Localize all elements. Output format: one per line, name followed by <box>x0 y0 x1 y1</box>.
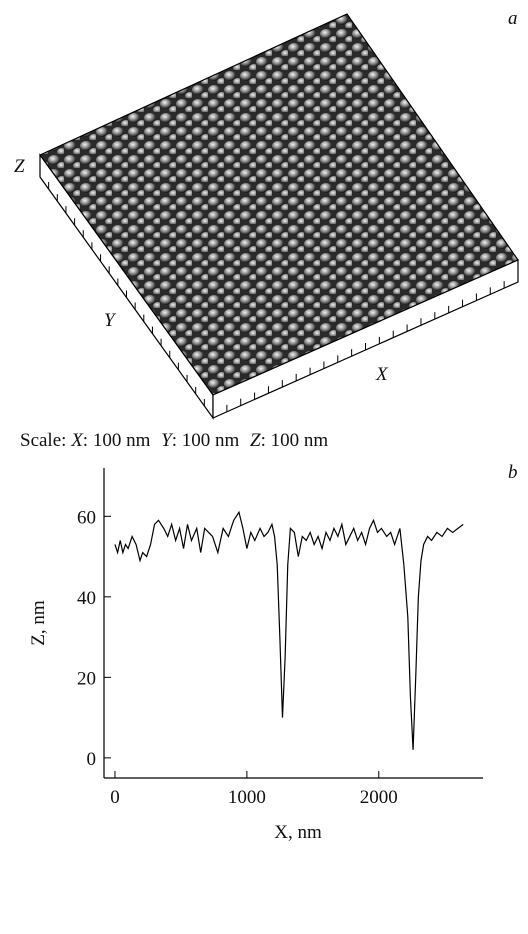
scale-value: : 100 nm <box>172 430 240 451</box>
y-tick-label: 60 <box>77 507 96 528</box>
chart: b X, nm Z, nm 0 20 40 60 0 1000 2000 <box>28 462 518 843</box>
panel-label: a <box>508 8 518 29</box>
x-tick-label: 1000 <box>228 787 266 808</box>
scale-name: Z <box>250 430 261 451</box>
y-tick-label: 20 <box>77 668 96 689</box>
y-tick-label: 0 <box>87 749 97 770</box>
profile-line <box>114 510 464 750</box>
scale-name: Y <box>161 430 174 451</box>
scale-name: X <box>70 430 84 451</box>
axis-label: Y <box>104 310 117 331</box>
scale-value: : 100 nm <box>261 430 329 451</box>
x-tick-label: 0 <box>110 787 120 808</box>
scale-caption: Scale: X: 100 nm Y: 100 nm Z: 100 nm <box>20 430 328 451</box>
panel-label: b <box>508 462 518 483</box>
afm-image <box>39 13 519 420</box>
scale-prefix: Scale: <box>20 430 66 451</box>
x-axis-label: X, nm <box>274 822 322 843</box>
y-tick-label: 40 <box>77 588 96 609</box>
y-axis-label: Z, nm <box>28 600 49 646</box>
axis-label: X <box>375 364 389 385</box>
axis-label: Z <box>14 156 25 177</box>
x-tick-label: 2000 <box>360 787 398 808</box>
scale-value: : 100 nm <box>83 430 151 451</box>
